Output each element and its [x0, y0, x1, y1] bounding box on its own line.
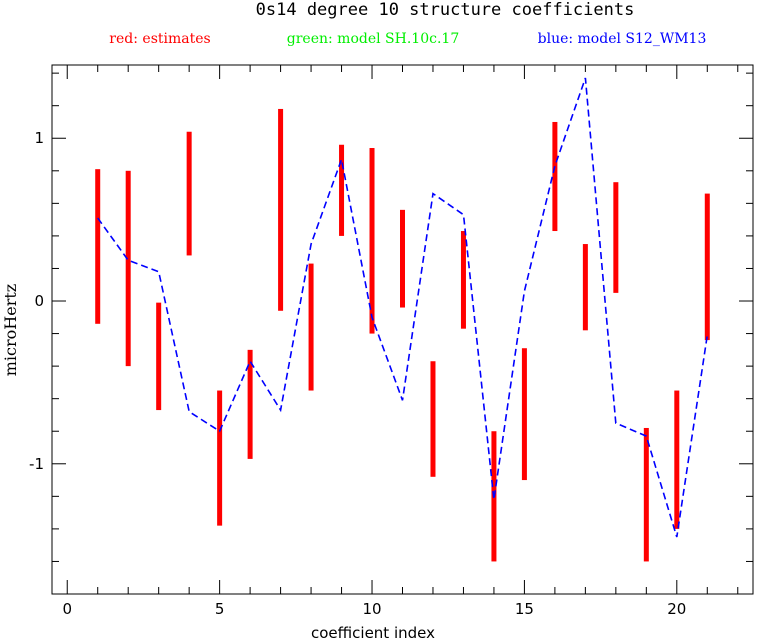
y-axis-ticks: [52, 72, 753, 562]
model-s12-line: [97, 77, 709, 538]
estimate-bar: [247, 349, 253, 459]
x-tick-label: 10: [362, 600, 381, 618]
estimate-bar: [95, 169, 101, 324]
chart-title: 0s14 degree 10 structure coefficients: [256, 0, 635, 20]
y-tick-label: 0: [34, 292, 44, 310]
estimate-bar: [156, 302, 162, 411]
estimate-bar: [369, 148, 375, 334]
x-tick-label: 5: [215, 600, 225, 618]
x-axis-tick-labels: 0 5 10 15 20: [62, 600, 686, 618]
estimate-bar: [643, 427, 649, 562]
y-axis-label: microHertz: [1, 284, 20, 376]
estimate-bar: [430, 361, 436, 477]
estimate-bar: [186, 131, 192, 256]
x-tick-label: 20: [667, 600, 686, 618]
estimate-bar: [125, 170, 131, 367]
x-axis-ticks: [66, 65, 739, 594]
estimate-bars: [95, 108, 710, 562]
legend-model-sh: green: model SH.10c.17: [287, 31, 459, 47]
y-axis-tick-labels: -1 0 1: [29, 129, 44, 473]
y-tick-label: -1: [29, 455, 44, 473]
estimate-bar: [278, 108, 284, 311]
estimate-bar: [674, 390, 680, 529]
y-tick-label: 1: [34, 129, 44, 147]
x-tick-label: 15: [515, 600, 534, 618]
legend-estimates: red: estimates: [109, 31, 210, 47]
estimate-bar: [400, 209, 405, 308]
estimate-bar: [552, 121, 558, 232]
estimate-bar: [582, 244, 588, 331]
estimate-bar: [339, 144, 345, 236]
estimate-bar: [217, 390, 223, 526]
legend-model-s12: blue: model S12_WM13: [538, 31, 707, 47]
estimate-bar: [460, 231, 466, 329]
x-tick-label: 0: [62, 600, 72, 618]
estimate-bar: [521, 348, 527, 481]
x-axis-label: coefficient index: [311, 624, 435, 641]
estimate-bar: [613, 182, 619, 293]
estimate-bar: [308, 263, 314, 391]
estimate-bar: [704, 193, 710, 341]
